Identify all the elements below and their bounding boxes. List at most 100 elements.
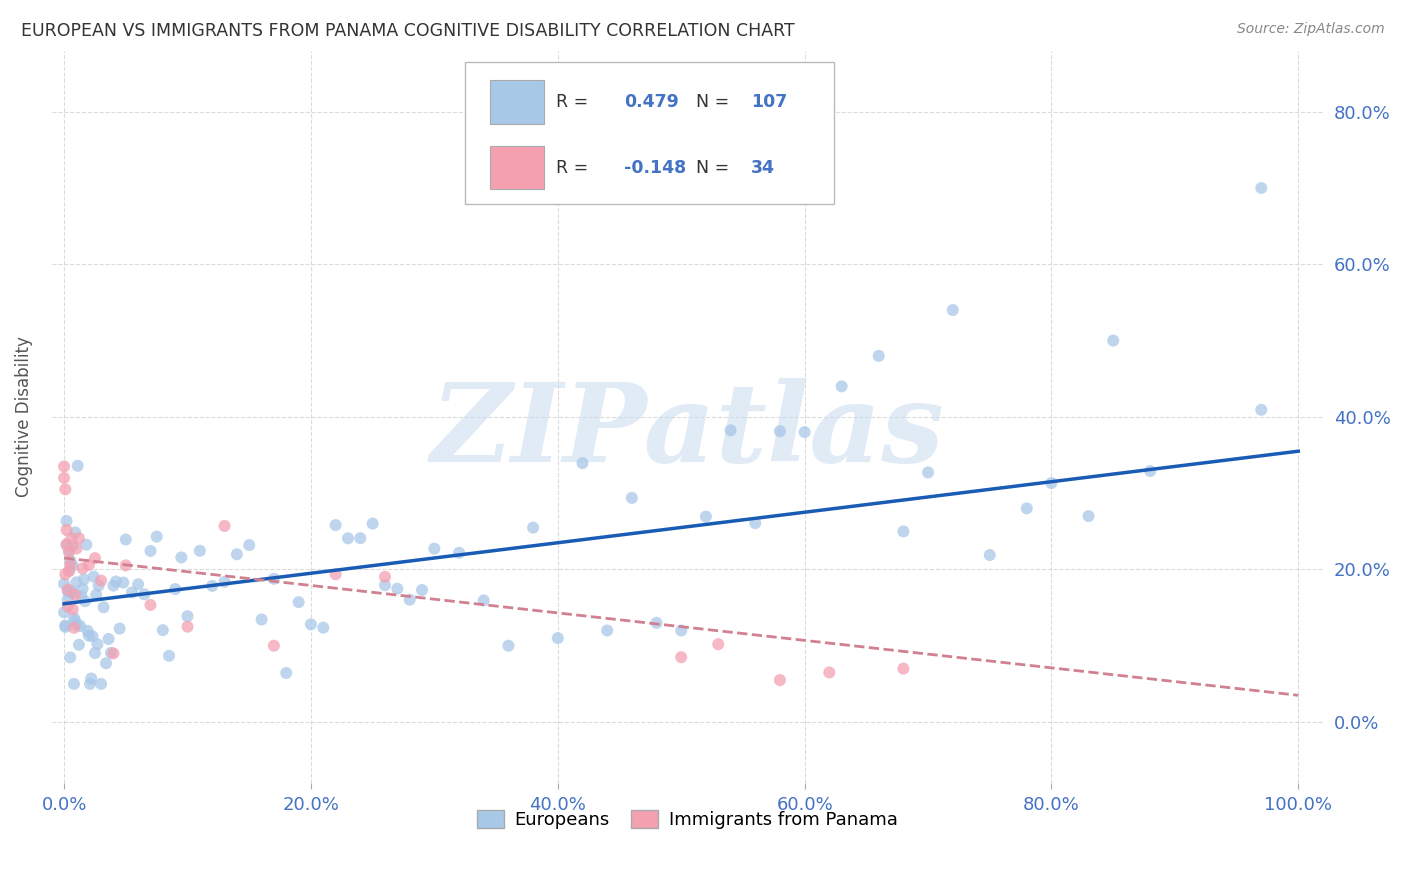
Point [325,518,347,533]
Point [63,525,86,540]
Point [165,582,187,596]
Point [84,588,107,602]
Point [100,646,122,660]
Point [59,558,82,572]
Point [1040,476,1063,491]
Point [53,620,76,634]
Text: ZIPatlas: ZIPatlas [430,377,945,485]
Text: R =: R = [557,93,595,111]
Legend: Europeans, Immigrants from Panama: Europeans, Immigrants from Panama [470,803,905,837]
Point [139,544,162,558]
Point [56,584,79,599]
Point [671,650,693,665]
Point [70,590,93,604]
Point [87,578,110,592]
Point [793,425,815,439]
Point [55,538,77,552]
Point [56,592,79,607]
Point [225,547,247,561]
Text: 0.479: 0.479 [624,93,679,111]
Text: -0.148: -0.148 [624,159,686,177]
Point [917,466,939,480]
Point [114,533,136,547]
Point [53,483,76,497]
Point [63,611,86,625]
Point [769,424,792,438]
Point [90,677,112,691]
Point [58,544,80,558]
FancyBboxPatch shape [491,80,544,124]
Point [979,548,1001,562]
Point [56,599,79,614]
Point [312,621,335,635]
Point [818,665,841,680]
Point [1139,464,1161,478]
Point [238,538,260,552]
Point [1077,509,1099,524]
Point [263,572,285,586]
Point [67,531,90,545]
Point [108,622,131,636]
Point [90,574,112,588]
Text: EUROPEAN VS IMMIGRANTS FROM PANAMA COGNITIVE DISABILITY CORRELATION CHART: EUROPEAN VS IMMIGRANTS FROM PANAMA COGNI… [21,22,794,40]
Point [263,639,285,653]
Text: N =: N = [696,93,730,111]
Point [720,423,742,437]
Point [53,576,76,591]
Point [472,593,495,607]
Point [55,523,77,537]
Point [134,587,156,601]
Point [707,637,730,651]
FancyBboxPatch shape [491,146,544,189]
Point [75,538,97,552]
Point [84,646,107,660]
Point [56,582,79,597]
Point [349,531,371,545]
Point [411,582,433,597]
Point [77,629,100,643]
Point [139,598,162,612]
Point [84,551,107,566]
Point [250,612,273,626]
Point [547,631,569,645]
Point [76,624,98,638]
Point [571,456,593,470]
Point [53,471,76,485]
Point [170,550,193,565]
Point [80,672,103,686]
Point [60,532,83,546]
Point [176,620,198,634]
Point [77,558,100,572]
Point [53,567,76,582]
Point [325,567,347,582]
Point [214,519,236,533]
Point [93,600,115,615]
Point [59,650,82,665]
Point [201,579,224,593]
Point [744,516,766,530]
Point [868,349,890,363]
Point [1015,501,1038,516]
Point [152,623,174,637]
Point [695,509,717,524]
Point [72,561,94,575]
Point [522,520,544,534]
Point [387,582,409,596]
Point [374,570,396,584]
Point [769,673,792,687]
Point [62,539,84,553]
Point [361,516,384,531]
Point [276,665,298,680]
Text: Source: ZipAtlas.com: Source: ZipAtlas.com [1237,22,1385,37]
Point [103,646,125,660]
Point [214,574,236,589]
Point [82,629,104,643]
Point [53,606,76,620]
Point [188,543,211,558]
Point [127,577,149,591]
Point [63,614,86,628]
Point [63,588,86,602]
Text: 107: 107 [751,93,787,111]
Point [73,572,96,586]
Point [498,639,520,653]
